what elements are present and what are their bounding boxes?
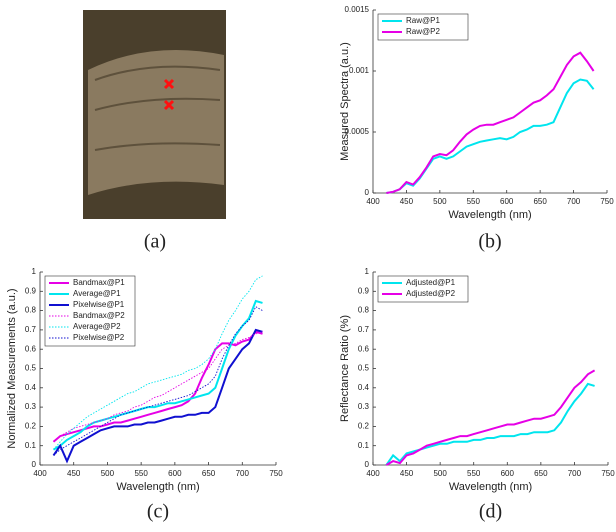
y-tick-label: 0.3: [358, 402, 370, 411]
legend: Bandmax@P1 Average@P1 Pixelwise@P1 Bandmax@…: [45, 276, 135, 346]
legend-label: Adjusted@P2: [406, 289, 456, 298]
x-tick-label: 750: [269, 469, 283, 478]
y-tick-label: 0.7: [358, 325, 370, 334]
y-tick-label: 0.9: [25, 286, 37, 295]
x-tick-label: 400: [366, 469, 380, 478]
x-tick-label: 650: [533, 197, 547, 206]
y-tick-label: 0.7: [25, 325, 37, 334]
series-line: [386, 53, 593, 193]
y-tick-label: 0.6: [25, 344, 37, 353]
y-tick-label: 0.5: [25, 364, 37, 373]
figure: (a) 40045050055060065070075000.00050.001…: [0, 0, 616, 527]
x-tick-label: 700: [568, 469, 582, 478]
legend-label: Bandmax@P1: [73, 278, 125, 287]
y-axis-label: Measured Spectra (a.u.): [339, 42, 351, 161]
x-tick-label: 450: [400, 469, 414, 478]
legend-label: Raw@P2: [406, 27, 440, 36]
y-tick-label: 0.4: [25, 383, 37, 392]
x-axis-label: Wavelength (nm): [448, 209, 531, 221]
x-tick-label: 600: [501, 469, 515, 478]
x-tick-label: 750: [601, 469, 615, 478]
caption: (a): [144, 231, 166, 253]
y-tick-label: 0.2: [358, 422, 370, 431]
legend-label: Raw@P1: [406, 16, 440, 25]
x-tick-label: 600: [168, 469, 182, 478]
y-tick-label: 0.5: [358, 364, 370, 373]
x-tick-label: 700: [236, 469, 250, 478]
y-tick-label: 0.6: [358, 344, 370, 353]
y-tick-label: 0.8: [358, 306, 370, 315]
x-axis-label: Wavelength (nm): [449, 481, 532, 493]
x-tick-label: 550: [134, 469, 148, 478]
legend-label: Pixelwise@P1: [73, 300, 125, 309]
y-axis-label: Reflectance Ratio (%): [339, 315, 351, 422]
caption: (d): [479, 501, 502, 523]
y-tick-label: 0.3: [25, 402, 37, 411]
x-tick-label: 400: [366, 197, 380, 206]
series-line: [386, 384, 594, 465]
y-tick-label: 0: [365, 188, 370, 197]
y-tick-label: 0.9: [358, 286, 370, 295]
caption: (c): [147, 501, 169, 523]
x-tick-label: 500: [433, 469, 447, 478]
x-tick-label: 550: [467, 469, 481, 478]
caption: (b): [478, 231, 501, 253]
x-tick-label: 500: [433, 197, 447, 206]
x-axis-label: Wavelength (nm): [116, 481, 199, 493]
x-tick-label: 600: [500, 197, 514, 206]
y-tick-label: 0.1: [358, 441, 370, 450]
legend: Raw@P1 Raw@P2: [378, 14, 468, 40]
legend-label: Bandmax@P2: [73, 311, 125, 320]
y-tick-label: 0.4: [358, 383, 370, 392]
y-tick-label: 0: [32, 460, 37, 469]
y-tick-label: 0.8: [25, 306, 37, 315]
x-tick-label: 750: [600, 197, 614, 206]
series-line: [54, 332, 263, 442]
x-tick-label: 450: [400, 197, 414, 206]
series-line: [54, 330, 263, 461]
tissue: [88, 50, 224, 195]
y-tick-label: 0.001: [349, 66, 370, 75]
specimen-photo: [83, 10, 226, 219]
y-axis-label: Normalized Measurements (a.u.): [6, 288, 18, 448]
x-tick-label: 550: [467, 197, 481, 206]
x-tick-label: 700: [567, 197, 581, 206]
x-tick-label: 500: [101, 469, 115, 478]
series-line: [54, 332, 263, 442]
legend-label: Pixelwise@P2: [73, 333, 125, 342]
y-tick-label: 1: [365, 267, 370, 276]
legend-label: Average@P2: [73, 322, 121, 331]
x-tick-label: 400: [33, 469, 47, 478]
legend: Adjusted@P1 Adjusted@P2: [378, 276, 468, 302]
legend-label: Average@P1: [73, 289, 121, 298]
x-tick-label: 650: [534, 469, 548, 478]
series-line: [386, 80, 593, 194]
y-tick-label: 1: [32, 267, 37, 276]
y-tick-label: 0.0015: [345, 5, 370, 14]
y-tick-label: 0.1: [25, 441, 37, 450]
x-tick-label: 450: [67, 469, 81, 478]
legend-label: Adjusted@P1: [406, 278, 456, 287]
x-tick-label: 650: [202, 469, 216, 478]
y-tick-label: 0.2: [25, 422, 37, 431]
y-tick-label: 0: [365, 460, 370, 469]
page: (a) 40045050055060065070075000.00050.001…: [0, 0, 616, 532]
